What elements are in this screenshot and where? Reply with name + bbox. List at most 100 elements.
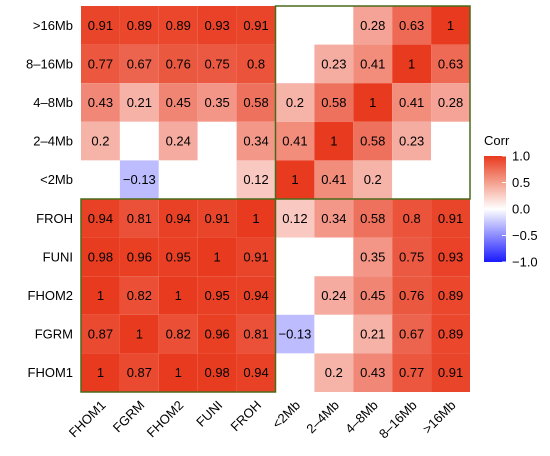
- heatmap-cell: [314, 353, 354, 392]
- heatmap-cell: [236, 276, 276, 315]
- cell-value-label: 0.35: [204, 95, 229, 110]
- heatmap-cell: [197, 160, 237, 199]
- heatmap-cell: [236, 314, 276, 354]
- cell-value-label: 0.91: [243, 18, 268, 33]
- heatmap-cell: [353, 83, 393, 122]
- heatmap-cell: [392, 83, 432, 122]
- heatmap-cell: [431, 6, 470, 45]
- cell-value-label: 0.89: [127, 18, 152, 33]
- row-labels: >16Mb 8–16Mb 4–8Mb 2–4Mb <2Mb FROH FUNI FHOM2 FG…: [26, 18, 73, 380]
- row-label: >16Mb: [33, 18, 73, 33]
- column-label: FGRM: [110, 398, 148, 436]
- legend-ticks: 1.0 0.5 0.0 −0.5 −1.0: [502, 149, 538, 270]
- cell-value-label: 0.81: [243, 327, 268, 342]
- heatmap-cell: [119, 44, 159, 84]
- cell-value-label: 0.77: [399, 365, 424, 380]
- cell-value-label: 0.89: [166, 18, 191, 33]
- heatmap-cell: [431, 160, 470, 199]
- cell-value-label: 0.24: [321, 288, 346, 303]
- heatmap-cell: [431, 314, 470, 354]
- cell-value-label: 0.63: [399, 18, 424, 33]
- heatmap-cell: [119, 160, 159, 199]
- heatmap-cell: [158, 353, 198, 392]
- cell-value-label: 1: [447, 18, 454, 33]
- heatmap-cell: [236, 121, 276, 161]
- heatmap-cell: [431, 83, 470, 122]
- cell-value-label: 0.76: [399, 288, 424, 303]
- heatmap-cell: [431, 276, 470, 315]
- cell-value-label: 0.21: [360, 327, 385, 342]
- cell-value-label: 0.35: [360, 249, 385, 264]
- heatmap-cell: [236, 160, 276, 199]
- cell-value-label: 0.2: [325, 365, 343, 380]
- row-label: FUNI: [43, 249, 73, 264]
- cell-value-label: 0.82: [127, 288, 152, 303]
- heatmap-cell: [81, 160, 120, 199]
- heatmap-cell: [158, 199, 198, 238]
- heatmap-cell: [392, 160, 432, 199]
- cell-value-label: −0.13: [123, 172, 156, 187]
- cell-value-label: 0.96: [127, 249, 152, 264]
- row-label: 4–8Mb: [33, 95, 73, 110]
- heatmap-cell: [353, 276, 393, 315]
- heatmap-cell: [197, 314, 237, 354]
- heatmap-cell: [197, 199, 237, 238]
- cell-value-label: 0.23: [399, 134, 424, 149]
- heatmap-cell: [392, 276, 432, 315]
- cell-value-label: 0.58: [321, 95, 346, 110]
- cell-value-label: 0.75: [399, 249, 424, 264]
- column-label: FROH: [228, 398, 265, 435]
- row-label: <2Mb: [40, 172, 73, 187]
- row-label: FHOM1: [28, 365, 74, 380]
- heatmap-cell: [275, 83, 315, 122]
- cell-value-label: 0.12: [243, 172, 268, 187]
- cell-value-label: 0.94: [243, 365, 268, 380]
- cell-value-label: 0.75: [204, 56, 229, 71]
- cell-value-label: 0.12: [282, 211, 307, 226]
- heatmap-cell: [275, 44, 315, 84]
- cell-value-label: 1: [136, 327, 143, 342]
- column-label: FHOM2: [144, 398, 187, 441]
- heatmap-cell: [314, 314, 354, 354]
- cell-value-label: 0.58: [360, 134, 385, 149]
- cell-value-label: 0.67: [399, 327, 424, 342]
- heatmap-cell: [392, 314, 432, 354]
- heatmap-cell: [81, 6, 120, 45]
- cell-value-label: 0.43: [88, 95, 113, 110]
- column-label: >16Mb: [420, 398, 459, 437]
- legend-title: Corr: [484, 133, 510, 148]
- heatmap-cell: [314, 199, 354, 238]
- column-label: FUNI: [193, 398, 225, 430]
- heatmap-cell: [119, 237, 159, 277]
- cell-value-label: 1: [214, 249, 221, 264]
- cell-value-label: 0.98: [88, 249, 113, 264]
- cell-value-label: 0.77: [88, 56, 113, 71]
- heatmap-cell: [275, 160, 315, 199]
- heatmap-cell: [119, 314, 159, 354]
- heatmap-cell: [158, 237, 198, 277]
- heatmap-cell: [197, 121, 237, 161]
- heatmap-cell: [431, 121, 470, 161]
- heatmap-cell: [314, 6, 354, 45]
- heatmap-cell: [236, 237, 276, 277]
- heatmap-cell: [314, 121, 354, 161]
- cell-value-label: 1: [369, 95, 376, 110]
- cell-value-label: 0.45: [166, 95, 191, 110]
- heatmap-cell: [197, 276, 237, 315]
- cell-value-label: 1: [97, 365, 104, 380]
- heatmap-cell: [353, 237, 393, 277]
- heatmap-cell: [236, 353, 276, 392]
- cell-value-label: 0.45: [360, 288, 385, 303]
- cell-value-label: 0.98: [204, 365, 229, 380]
- heatmap-cell: [158, 83, 198, 122]
- cell-value-label: 0.41: [282, 134, 307, 149]
- cell-value-label: 1: [175, 288, 182, 303]
- cell-value-label: −0.13: [278, 327, 311, 342]
- heatmap-cell: [81, 83, 120, 122]
- cell-value-label: 0.95: [166, 249, 191, 264]
- heatmap-cell: [158, 314, 198, 354]
- heatmap-cell: [314, 44, 354, 84]
- cell-value-label: 0.8: [403, 211, 421, 226]
- heatmap-cell: [197, 237, 237, 277]
- heatmap-cell: [314, 237, 354, 277]
